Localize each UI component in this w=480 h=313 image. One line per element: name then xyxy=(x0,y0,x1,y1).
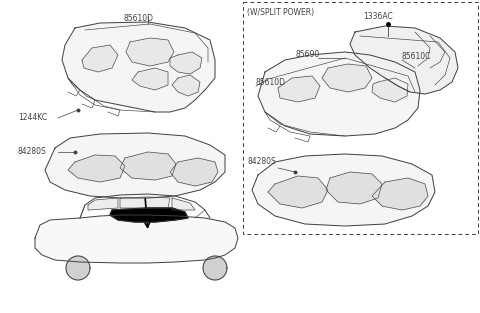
Polygon shape xyxy=(252,154,435,226)
Bar xyxy=(243,2,478,234)
Text: 85610D: 85610D xyxy=(256,78,286,87)
Polygon shape xyxy=(126,38,174,66)
Polygon shape xyxy=(62,22,215,112)
Text: 85610C: 85610C xyxy=(402,52,432,61)
Polygon shape xyxy=(372,178,428,210)
Polygon shape xyxy=(258,52,420,136)
Polygon shape xyxy=(326,172,382,204)
Polygon shape xyxy=(35,215,238,263)
Text: 84280S: 84280S xyxy=(248,157,277,167)
Polygon shape xyxy=(170,158,218,186)
Text: 84280S: 84280S xyxy=(18,147,47,156)
Polygon shape xyxy=(372,78,408,102)
Polygon shape xyxy=(350,26,458,94)
Polygon shape xyxy=(322,64,372,92)
Polygon shape xyxy=(268,176,328,208)
Polygon shape xyxy=(88,198,118,210)
Polygon shape xyxy=(170,52,202,74)
Polygon shape xyxy=(82,45,118,72)
Polygon shape xyxy=(110,208,188,222)
Text: (W/SPLIT POWER): (W/SPLIT POWER) xyxy=(247,8,314,17)
Polygon shape xyxy=(68,155,125,182)
Polygon shape xyxy=(45,133,225,198)
Polygon shape xyxy=(132,68,168,90)
Polygon shape xyxy=(66,256,90,280)
Polygon shape xyxy=(172,75,200,96)
Polygon shape xyxy=(120,197,170,208)
Polygon shape xyxy=(203,256,227,280)
Text: 85610D: 85610D xyxy=(123,14,153,23)
Polygon shape xyxy=(172,198,195,210)
Text: 1336AC: 1336AC xyxy=(363,12,393,21)
Text: 1244KC: 1244KC xyxy=(18,114,47,122)
Polygon shape xyxy=(278,76,320,102)
Text: 85690: 85690 xyxy=(295,50,319,59)
Polygon shape xyxy=(120,152,176,180)
